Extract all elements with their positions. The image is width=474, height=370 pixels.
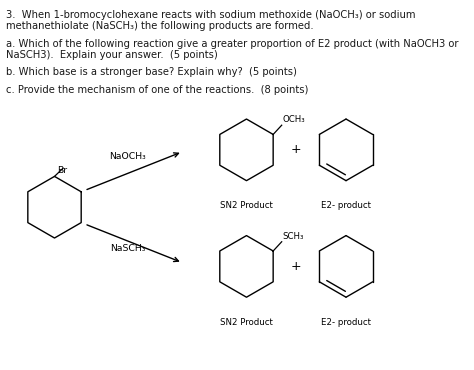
Text: E2- product: E2- product (321, 201, 371, 210)
Text: Br: Br (57, 165, 67, 175)
Text: NaOCH₃: NaOCH₃ (109, 152, 146, 161)
Text: NaSCH3).  Explain your answer.  (5 points): NaSCH3). Explain your answer. (5 points) (6, 50, 218, 60)
Text: OCH₃: OCH₃ (283, 115, 305, 124)
Text: b. Which base is a stronger base? Explain why?  (5 points): b. Which base is a stronger base? Explai… (6, 67, 297, 77)
Text: SCH₃: SCH₃ (283, 232, 304, 241)
Text: NaSCH₃: NaSCH₃ (110, 245, 146, 253)
Text: methanethiolate (NaSCH₃) the following products are formed.: methanethiolate (NaSCH₃) the following p… (6, 21, 313, 31)
Text: +: + (291, 143, 301, 157)
Text: 3.  When 1-bromocyclohexane reacts with sodium methoxide (NaOCH₃) or sodium: 3. When 1-bromocyclohexane reacts with s… (6, 10, 415, 20)
Text: E2- product: E2- product (321, 317, 371, 327)
Text: SN2 Product: SN2 Product (220, 317, 273, 327)
Text: a. Which of the following reaction give a greater proportion of E2 product (with: a. Which of the following reaction give … (6, 39, 458, 49)
Text: c. Provide the mechanism of one of the reactions.  (8 points): c. Provide the mechanism of one of the r… (6, 85, 308, 95)
Text: SN2 Product: SN2 Product (220, 201, 273, 210)
Text: +: + (291, 260, 301, 273)
